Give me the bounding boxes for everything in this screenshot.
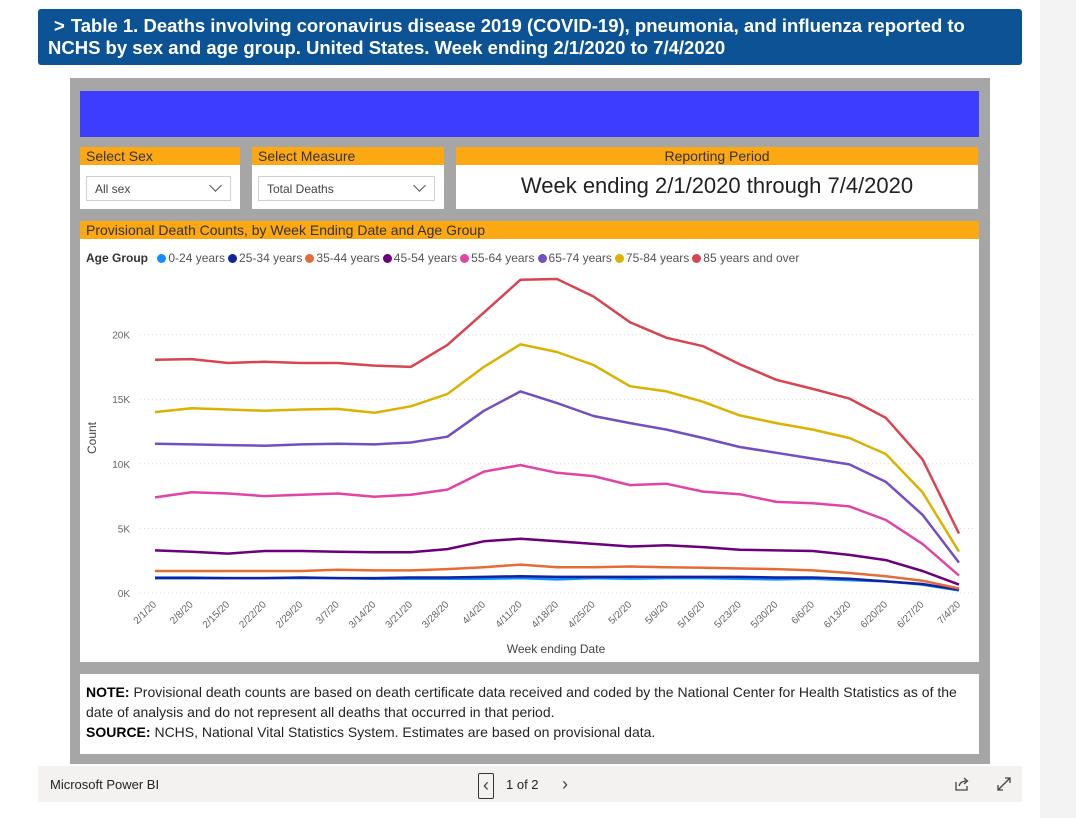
share-icon[interactable]	[954, 776, 970, 792]
x-tick-label: 6/20/20	[859, 599, 891, 631]
x-tick-label: 2/29/20	[274, 599, 306, 631]
x-tick-label: 3/28/20	[420, 599, 452, 631]
chart-panel	[80, 239, 979, 662]
x-tick-label: 2/22/20	[237, 599, 269, 631]
legend-item[interactable]: 55-64 years	[460, 251, 535, 265]
page-indicator: 1 of 2	[506, 777, 539, 792]
y-axis-label: Count	[85, 421, 99, 454]
note-body: Provisional death counts are based on de…	[86, 684, 957, 720]
legend-label: 45-54 years	[393, 251, 458, 265]
legend-dot-icon	[537, 254, 547, 263]
legend-label: 0-24 years	[168, 251, 226, 265]
x-tick-label: 7/4/20	[936, 599, 964, 627]
next-page-button[interactable]: ›	[562, 774, 568, 794]
y-tick-label: 20K	[112, 331, 130, 342]
chart-title: Provisional Death Counts, by Week Ending…	[80, 221, 979, 239]
y-tick-label: 10K	[112, 460, 130, 471]
powerbi-footer: Microsoft Power BI ‹ 1 of 2 ›	[38, 766, 1022, 802]
legend-item[interactable]: 25-34 years	[228, 251, 302, 265]
x-tick-label: 3/7/20	[314, 599, 342, 627]
select-sex-value: All sex	[95, 182, 131, 196]
legend-item[interactable]: 45-54 years	[382, 251, 458, 265]
reporting-period-value: Week ending 2/1/2020 through 7/4/2020	[520, 173, 914, 198]
y-tick-label: 0K	[118, 589, 131, 600]
x-axis-label: Week ending Date	[507, 642, 606, 656]
previous-page-button[interactable]: ‹	[478, 773, 494, 799]
legend-label: 25-34 years	[239, 251, 303, 265]
x-tick-label: 4/11/20	[494, 599, 525, 630]
legend-dot-icon	[305, 254, 315, 263]
x-tick-label: 6/13/20	[822, 599, 854, 631]
note-label: NOTE:	[86, 684, 130, 700]
legend-item[interactable]: 75-84 years	[614, 251, 690, 265]
legend-dot-icon	[157, 254, 167, 263]
x-tick-label: 5/23/20	[712, 599, 744, 631]
chart-legend: Age Group 0-24 years 25-34 years 35-44 yea…	[86, 251, 802, 265]
legend-dot-icon	[382, 254, 392, 263]
y-axis: 0K 5K 10K 15K 20K	[112, 331, 130, 600]
series-line-35-44-years[interactable]	[155, 563, 960, 590]
legend-label: 55-64 years	[471, 251, 535, 265]
legend-item[interactable]: 35-44 years	[305, 251, 380, 265]
series-line-55-64-years[interactable]	[154, 463, 960, 577]
legend-label: 75-84 years	[625, 251, 690, 265]
series-line-85-years-and-over[interactable]	[154, 277, 961, 535]
source-label: SOURCE:	[86, 724, 151, 740]
x-tick-label: 4/18/20	[530, 599, 562, 631]
legend-item[interactable]: 85 years and over	[692, 251, 799, 265]
powerbi-brand-link[interactable]: Microsoft Power BI	[50, 777, 160, 792]
y-tick-label: 5K	[118, 524, 131, 535]
expand-chevron-icon[interactable]: >	[54, 15, 65, 36]
legend-title: Age Group	[86, 251, 148, 265]
x-axis: 2/1/20 2/8/20 2/15/20 2/22/20 2/29/20 3/7/20 3…	[132, 599, 964, 631]
select-sex-dropdown[interactable]: All sex	[86, 176, 231, 201]
note-panel	[80, 674, 979, 754]
legend-label: 65-74 years	[548, 251, 612, 265]
select-measure-value: Total Deaths	[267, 182, 334, 196]
x-tick-label: 3/14/20	[347, 599, 379, 631]
series-lines	[154, 277, 961, 592]
report-title: Table 1. Deaths involving coronavirus di…	[48, 15, 965, 58]
x-tick-label: 5/2/20	[607, 599, 635, 627]
right-panel-strip	[1040, 0, 1076, 818]
fullscreen-icon[interactable]	[996, 776, 1012, 792]
legend-dot-icon	[692, 254, 702, 263]
select-measure-dropdown[interactable]: Total Deaths	[258, 176, 435, 201]
x-tick-label: 2/8/20	[168, 599, 196, 627]
legend-item[interactable]: 0-24 years	[157, 251, 225, 265]
x-tick-label: 6/27/20	[895, 599, 927, 631]
legend-item[interactable]: 65-74 years	[537, 251, 612, 265]
x-tick-label: 4/4/20	[461, 599, 489, 627]
x-tick-label: 5/9/20	[643, 599, 671, 627]
series-line-75-84-years[interactable]	[154, 343, 961, 553]
legend-dot-icon	[228, 254, 238, 263]
x-tick-label: 5/16/20	[676, 599, 708, 631]
legend-dot-icon	[460, 254, 470, 263]
legend-label: 85 years and over	[703, 251, 800, 265]
x-tick-label: 4/25/20	[566, 599, 598, 631]
x-tick-label: 2/15/20	[201, 599, 233, 631]
reporting-period-panel	[456, 165, 978, 209]
select-measure-label: Select Measure	[252, 147, 444, 165]
x-tick-label: 2/1/20	[132, 599, 160, 627]
series-line-25-34-years[interactable]	[155, 574, 960, 592]
report-header[interactable]: > Table 1. Deaths involving coronavirus d…	[38, 9, 1022, 65]
title-banner	[80, 91, 979, 137]
legend-dot-icon	[614, 254, 624, 263]
x-tick-label: 3/21/20	[384, 599, 416, 631]
legend-label: 35-44 years	[316, 251, 380, 265]
source-body: NCHS, National Vital Statistics System. …	[154, 724, 656, 740]
reporting-period-label: Reporting Period	[456, 147, 978, 165]
x-tick-label: 5/30/20	[749, 599, 781, 631]
series-line-45-54-years[interactable]	[154, 537, 960, 586]
series-line-65-74-years[interactable]	[154, 390, 960, 564]
x-tick-label: 6/6/20	[789, 599, 817, 627]
y-tick-label: 15K	[112, 395, 130, 406]
select-sex-label: Select Sex	[80, 147, 240, 165]
note-text: NOTE: Provisional death counts are based…	[86, 682, 976, 742]
